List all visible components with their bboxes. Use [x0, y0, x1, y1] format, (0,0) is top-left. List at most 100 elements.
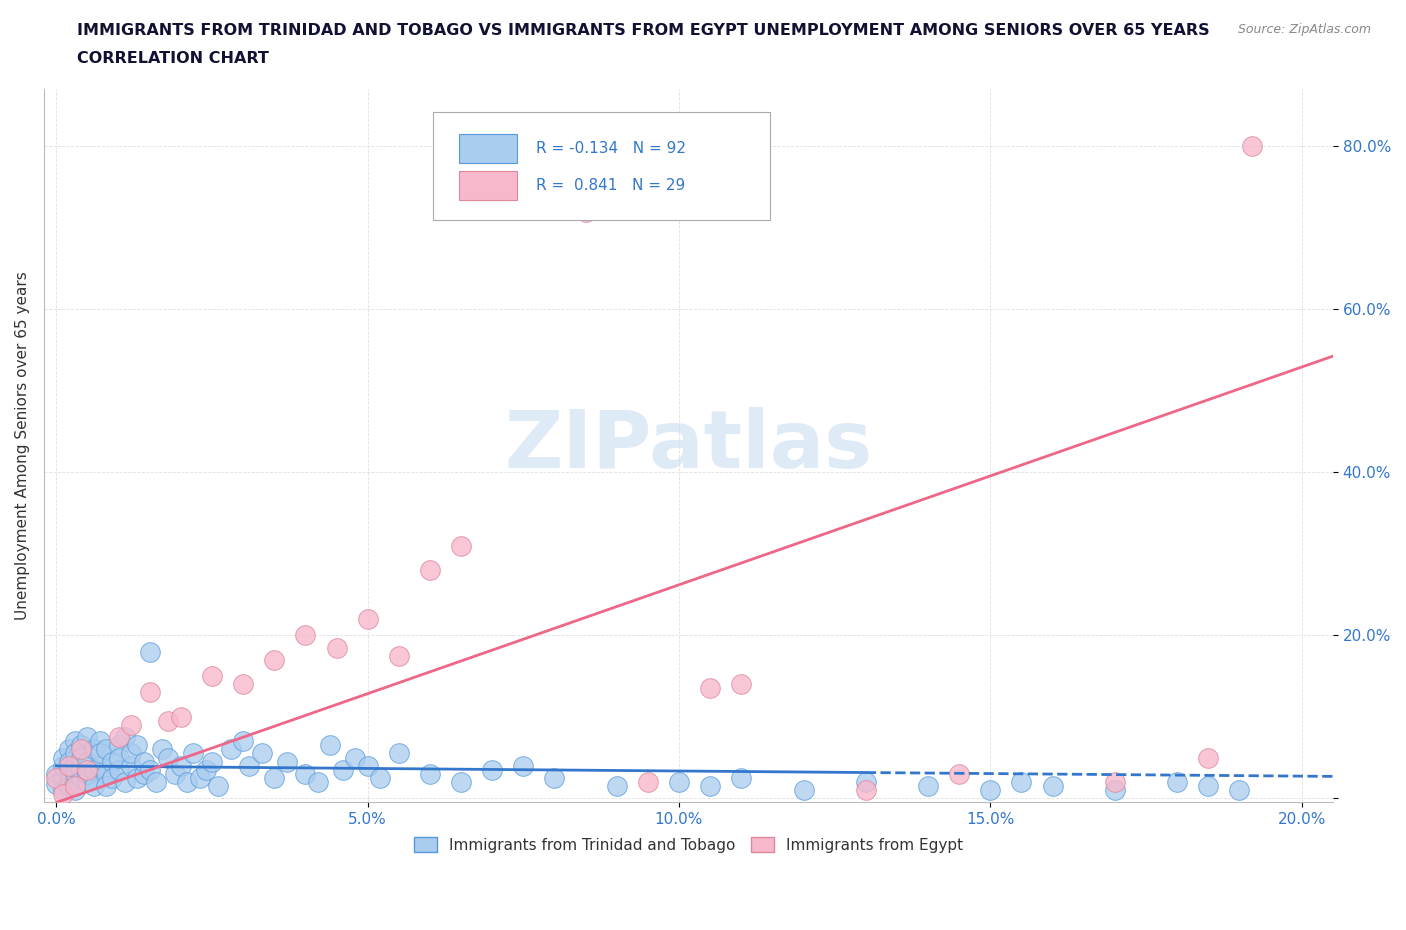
Point [52, 751, 75, 765]
Point [325, 640, 347, 655]
Text: CORRELATION CHART: CORRELATION CHART [77, 51, 269, 66]
Point [101, 754, 124, 769]
Point [201, 669, 224, 684]
Point [76, 763, 98, 777]
Point [1104, 775, 1126, 790]
Point [574, 205, 596, 219]
Point [58, 754, 80, 769]
Point [120, 758, 142, 773]
Point [45, 770, 67, 785]
Point [1240, 139, 1263, 153]
Point [52, 758, 75, 773]
Point [1227, 783, 1250, 798]
Point [89, 758, 111, 773]
Point [120, 746, 142, 761]
Point [127, 770, 149, 785]
Point [368, 770, 391, 785]
Point [163, 766, 186, 781]
Point [101, 770, 124, 785]
Point [319, 737, 342, 752]
Point [307, 775, 329, 790]
Point [107, 751, 129, 765]
Point [107, 737, 129, 752]
Point [188, 770, 211, 785]
Point [792, 783, 814, 798]
Point [183, 746, 205, 761]
Y-axis label: Unemployment Among Seniors over 65 years: Unemployment Among Seniors over 65 years [15, 272, 30, 620]
Point [58, 742, 80, 757]
Point [63, 758, 86, 773]
Point [107, 730, 129, 745]
Point [1042, 778, 1064, 793]
Point [114, 775, 136, 790]
Point [419, 766, 441, 781]
Point [83, 778, 105, 793]
Point [512, 758, 534, 773]
Point [76, 775, 98, 790]
Point [132, 754, 155, 769]
Point [63, 783, 86, 798]
Point [96, 742, 118, 757]
Point [481, 763, 503, 777]
Point [276, 754, 298, 769]
Point [70, 770, 93, 785]
Point [388, 746, 411, 761]
Point [157, 751, 180, 765]
Point [699, 778, 721, 793]
Point [139, 763, 162, 777]
FancyBboxPatch shape [458, 171, 517, 200]
Point [58, 775, 80, 790]
Point [114, 730, 136, 745]
Point [170, 758, 193, 773]
Point [52, 787, 75, 802]
Point [45, 777, 67, 791]
Point [207, 778, 229, 793]
Text: R = -0.134   N = 92: R = -0.134 N = 92 [536, 141, 686, 156]
FancyBboxPatch shape [433, 113, 769, 219]
Point [176, 775, 198, 790]
Point [263, 652, 285, 667]
Point [238, 758, 260, 773]
Point [388, 648, 411, 663]
Text: IMMIGRANTS FROM TRINIDAD AND TOBAGO VS IMMIGRANTS FROM EGYPT UNEMPLOYMENT AMONG : IMMIGRANTS FROM TRINIDAD AND TOBAGO VS I… [77, 23, 1211, 38]
Text: Source: ZipAtlas.com: Source: ZipAtlas.com [1237, 23, 1371, 36]
Point [96, 766, 118, 781]
Point [730, 770, 752, 785]
Point [606, 778, 628, 793]
Point [145, 775, 167, 790]
Point [76, 730, 98, 745]
Point [58, 758, 80, 773]
Point [107, 763, 129, 777]
Point [356, 758, 378, 773]
Point [89, 734, 111, 749]
Point [52, 770, 75, 785]
Point [76, 754, 98, 769]
Point [419, 563, 441, 578]
Point [96, 778, 118, 793]
Point [855, 775, 877, 790]
Point [294, 766, 316, 781]
Point [1104, 783, 1126, 798]
Point [45, 766, 67, 781]
Point [450, 538, 472, 553]
Point [250, 746, 273, 761]
Point [699, 681, 721, 696]
Point [58, 778, 80, 793]
Point [139, 644, 162, 659]
Point [730, 677, 752, 692]
Point [294, 628, 316, 643]
Text: ZIPatlas: ZIPatlas [505, 407, 873, 485]
Point [63, 746, 86, 761]
Point [232, 734, 254, 749]
Point [344, 751, 367, 765]
Point [1197, 751, 1219, 765]
Point [201, 754, 224, 769]
Point [948, 766, 970, 781]
Point [332, 763, 354, 777]
Point [76, 766, 98, 781]
Point [543, 770, 565, 785]
Point [917, 778, 939, 793]
Point [58, 763, 80, 777]
Point [127, 737, 149, 752]
Point [979, 783, 1001, 798]
